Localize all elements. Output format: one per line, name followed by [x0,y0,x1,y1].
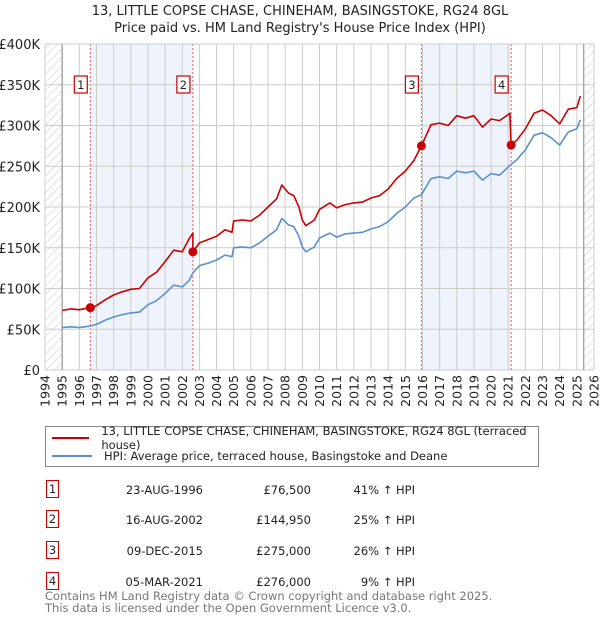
y-tick-label: £50K [7,323,41,338]
sale-row-hpi-diff: 25% ↑ HPI [353,513,415,527]
x-tick-label: 1996 [72,375,87,407]
sale-row: 3 09-DEC-2015 £275,000 26% ↑ HPI [45,541,445,561]
x-tick-label: 2010 [312,375,327,407]
price-chart: 1994 1995 1996 1997 1998 1999 2000 2001 2002 2003… [0,38,600,407]
x-tick-label: 2013 [363,375,378,407]
legend-label-property: 13, LITTLE COPSE CHASE, CHINEHAM, BASING… [101,424,527,452]
sale-row: 1 23-AUG-1996 £76,500 41% ↑ HPI [45,480,445,500]
y-tick-label: £300K [0,120,40,135]
x-tick-label: 2015 [398,375,413,407]
sale-row-number: 3 [46,541,59,559]
sale-row-number: 2 [46,510,59,528]
x-tick-label: 1997 [89,375,104,407]
y-tick-label: £250K [0,160,40,175]
sale-point-marker [188,247,198,257]
sale-number-label: 1 [77,78,84,92]
legend-item-property: 13, LITTLE COPSE CHASE, CHINEHAM, BASING… [52,424,538,452]
y-tick-label: £350K [0,79,40,94]
x-tick-label: 1998 [106,375,121,407]
sale-number-box [404,75,420,94]
x-tick-label: 2007 [261,375,276,407]
sale-row-date: 05-MAR-2021 [125,575,203,589]
legend-label-hpi: HPI: Average price, terraced house, Basi… [104,449,448,463]
sale-number-label: 3 [408,78,415,92]
sale-point-marker [85,303,95,313]
footer-licence: This data is licensed under the Open Gov… [45,601,412,615]
x-tick-label: 2025 [569,375,584,407]
sale-number-box [494,75,509,94]
sale-row-date: 23-AUG-1996 [125,483,203,497]
chart-legend: 13, LITTLE COPSE CHASE, CHINEHAM, BASING… [45,424,539,467]
property-price-line [62,95,582,312]
sale-row: 2 16-AUG-2002 £144,950 25% ↑ HPI [45,510,445,530]
x-tick-label: 1999 [123,375,138,407]
x-tick-label: 2001 [158,375,173,407]
sale-row-price: £276,000 [256,575,311,589]
y-tick-label: £0 [23,364,40,379]
x-tick-label: 1994 [38,375,53,407]
y-tick-label: £200K [0,201,40,216]
sale-row: 4 05-MAR-2021 £276,000 9% ↑ HPI [45,572,445,592]
x-tick-label: 2018 [449,375,464,407]
x-tick-label: 2020 [484,375,499,407]
legend-item-hpi: HPI: Average price, terraced house, Basi… [52,448,447,464]
sale-row-hpi-diff: 26% ↑ HPI [353,544,415,558]
sale-number-box [73,75,88,94]
x-tick-label: 2017 [432,375,447,407]
sale-row-price: £144,950 [256,513,311,527]
sale-point-marker [416,141,426,151]
x-tick-label: 2009 [295,375,310,407]
legend-swatch-hpi [52,455,92,457]
sale-row-price: £76,500 [263,483,311,497]
x-tick-label: 2019 [466,375,481,407]
sale-row-number: 4 [46,572,59,590]
y-tick-label: £150K [0,242,40,257]
sale-number-label: 4 [498,78,505,92]
legend-swatch-property [52,437,90,439]
x-tick-label: 2026 [587,375,600,407]
sale-number-box [176,75,191,94]
x-tick-label: 1995 [55,375,70,407]
x-tick-label: 2016 [415,375,430,407]
chart-subtitle: Price paid vs. HM Land Registry's House … [114,21,486,36]
x-tick-label: 2006 [243,375,258,407]
x-tick-label: 2003 [192,375,207,407]
sale-row-price: £275,000 [256,544,311,558]
x-tick-label: 2021 [501,375,516,407]
x-tick-label: 2000 [140,375,155,407]
x-tick-label: 2005 [226,375,241,407]
hpi-line [62,119,582,329]
sale-row-date: 16-AUG-2002 [125,513,203,527]
x-tick-label: 2004 [209,375,224,407]
y-tick-label: £100K [0,283,40,298]
footer-copyright: Contains HM Land Registry data © Crown c… [45,589,493,603]
x-tick-label: 2014 [381,375,396,407]
chart-title: 13, LITTLE COPSE CHASE, CHINEHAM, BASING… [91,4,509,19]
sale-row-hpi-diff: 9% ↑ HPI [360,575,415,589]
sale-row-hpi-diff: 41% ↑ HPI [353,483,415,497]
sale-number-label: 2 [180,78,187,92]
x-tick-label: 2012 [346,375,361,407]
x-tick-label: 2008 [278,375,293,407]
x-tick-label: 2011 [329,375,344,407]
x-tick-label: 2023 [535,375,550,407]
sale-point-marker [506,140,516,150]
sale-row-date: 09-DEC-2015 [126,544,203,558]
sale-row-number: 1 [46,480,59,498]
x-tick-label: 2024 [552,375,567,407]
x-tick-label: 2022 [518,375,533,407]
x-tick-label: 2002 [175,375,190,407]
y-tick-label: £400K [0,38,40,53]
